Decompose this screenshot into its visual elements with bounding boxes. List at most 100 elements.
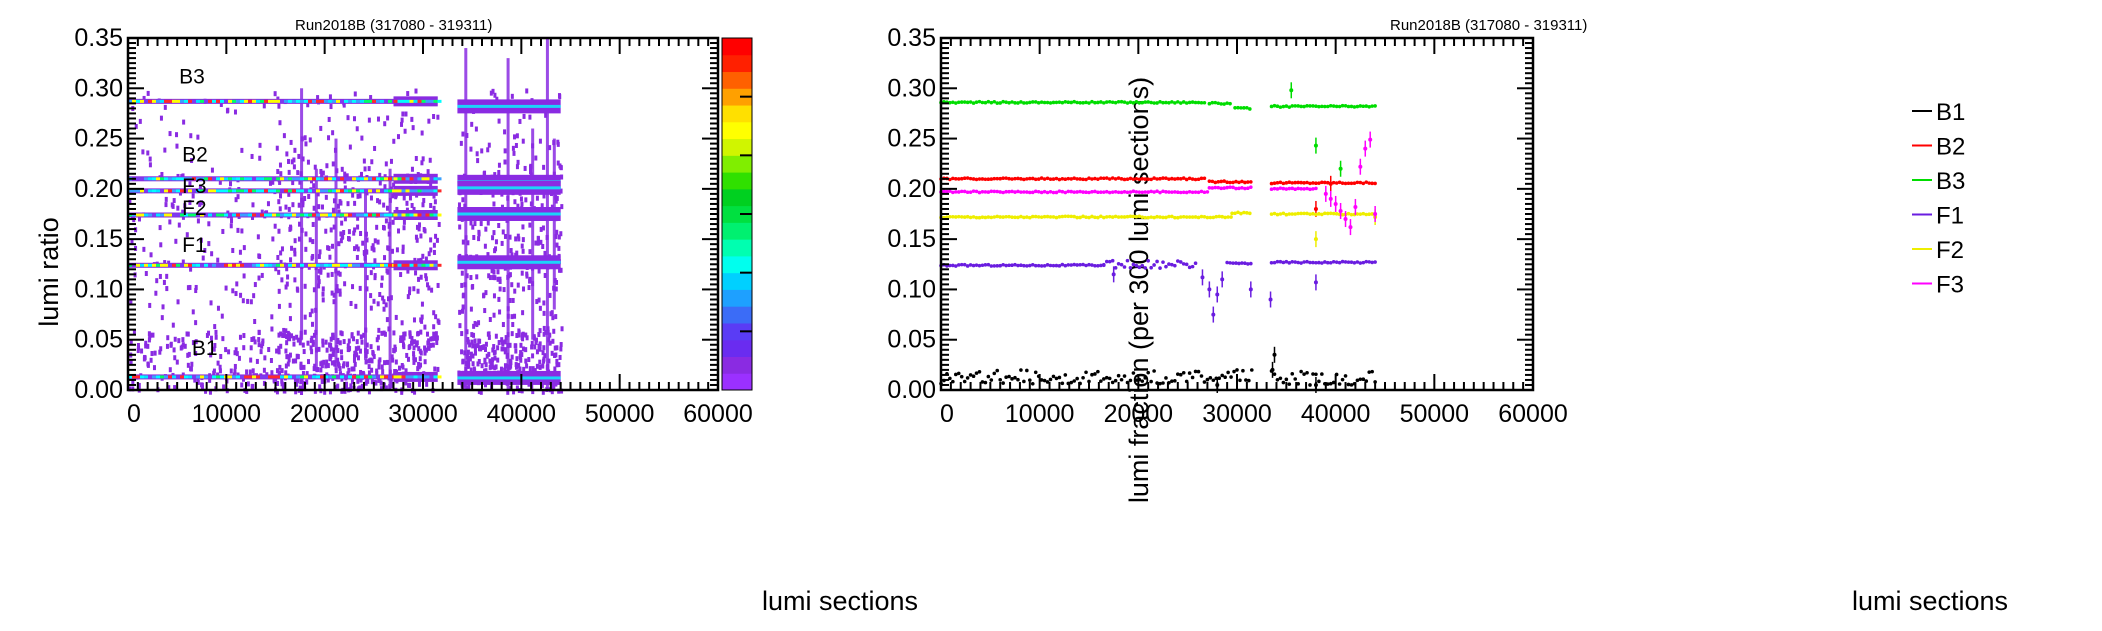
band-core-B2 [232,177,236,181]
heatmap-cell [387,296,391,302]
band-core-B1 [340,375,344,379]
heatmap-cell [175,132,179,138]
heatmap-cell [552,385,556,391]
heatmap-cell [430,287,434,293]
point-B1 [1247,378,1251,383]
band-core-B3 [212,99,216,103]
heatmap-cell [458,323,462,329]
point-B3 [1325,104,1330,109]
heatmap-cell [517,328,521,334]
band-core-B3 [256,99,260,103]
left-y-tick-label: 0.25 [74,125,123,153]
point-F2 [1320,212,1324,217]
heatmap-cell [559,231,563,237]
right-y-axis-label: lumi fraction (per 300 lumi sections) [1124,77,1154,503]
band-core-B1 [304,375,308,379]
point-F3 [1193,190,1198,194]
band-core-B2 [409,177,414,181]
point-B2 [1178,177,1183,181]
heatmap-cell [260,343,264,349]
heatmap-cell [470,284,474,290]
heatmap-cell [214,329,218,335]
heatmap-cell [144,340,148,346]
point-B1 [1143,376,1148,380]
band-core-B3 [352,99,356,103]
band-core-F3 [192,189,196,193]
band-core-B3 [316,99,320,103]
point-B1 [1016,377,1020,382]
heatmap-cell [359,231,363,237]
heatmap-cell [510,93,514,99]
heatmap-cell [404,380,408,386]
heatmap-cell [423,349,427,355]
point-F3 [948,189,952,193]
heatmap-cell [224,285,228,291]
point-F3 [1240,185,1244,190]
heatmap-cell [482,292,486,298]
heatmap-cell [352,336,356,342]
heatmap-cell [292,164,296,170]
band-core-B1 [425,375,430,379]
point-B3 [1096,100,1100,105]
heatmap-cell [369,270,373,276]
band-core-F1 [268,263,272,267]
heatmap-cell [510,331,514,337]
heatmap-cell [183,203,187,209]
heatmap-cell [146,150,150,156]
heatmap-cell [423,345,427,351]
point-F2 [1205,215,1210,220]
point-F2 [1358,212,1363,216]
heatmap-cell [343,281,347,287]
band-core-F2 [376,213,380,217]
heatmap-cell [271,179,275,185]
heatmap-cell [359,377,363,383]
heatmap-cell [385,317,389,323]
heatmap-cell [528,114,532,120]
band-core-F1 [409,263,414,267]
right-scatter-panel: Run2018B (317080 - 319311) lumi fraction… [887,17,2008,616]
heatmap-cell [419,329,423,335]
heatmap-cell [415,342,419,348]
heatmap-cell [175,359,179,365]
colorbar-segment [722,322,752,341]
band-core-B3 [176,99,180,103]
heatmap-cell [477,236,481,242]
heatmap-cell [142,95,146,101]
point-B2 [1190,177,1195,181]
heatmap-cell [494,239,498,245]
heatmap-cell [242,245,246,251]
point-outlier-B1 [1270,367,1275,372]
heatmap-cell [555,229,559,235]
heatmap-cell [402,195,406,201]
point-F1 [1170,262,1174,267]
heatmap-cell [317,204,321,210]
heatmap-cell [332,292,336,298]
band-core-B3 [216,99,220,103]
point-B1 [1140,379,1145,383]
point-outlier-F3 [1373,212,1378,216]
point-outlier-F1 [1211,312,1216,317]
heatmap-cell [165,273,169,279]
point-F3 [1290,186,1295,191]
band-label-B3: B3 [179,65,205,88]
heatmap-cell [364,359,368,365]
point-B2 [1202,176,1207,181]
point-F3 [1004,189,1008,194]
heatmap-cell [394,359,398,365]
heatmap-cell [461,131,465,137]
heatmap-cell [345,381,349,387]
band-core-B2 [200,177,204,181]
band-core-B2 [212,177,216,181]
point-F2 [1045,214,1050,219]
point-B3 [986,99,991,104]
heatmap-cell [376,116,380,122]
band-core-F1 [240,263,244,267]
point-B2 [1001,176,1005,181]
point-B3 [971,101,976,105]
point-F2 [1164,215,1168,220]
point-F1 [1314,260,1318,265]
heatmap-cell [436,282,440,288]
band-core-F1 [292,263,296,267]
heatmap-cell [469,306,473,312]
band-core-F3 [360,189,364,193]
